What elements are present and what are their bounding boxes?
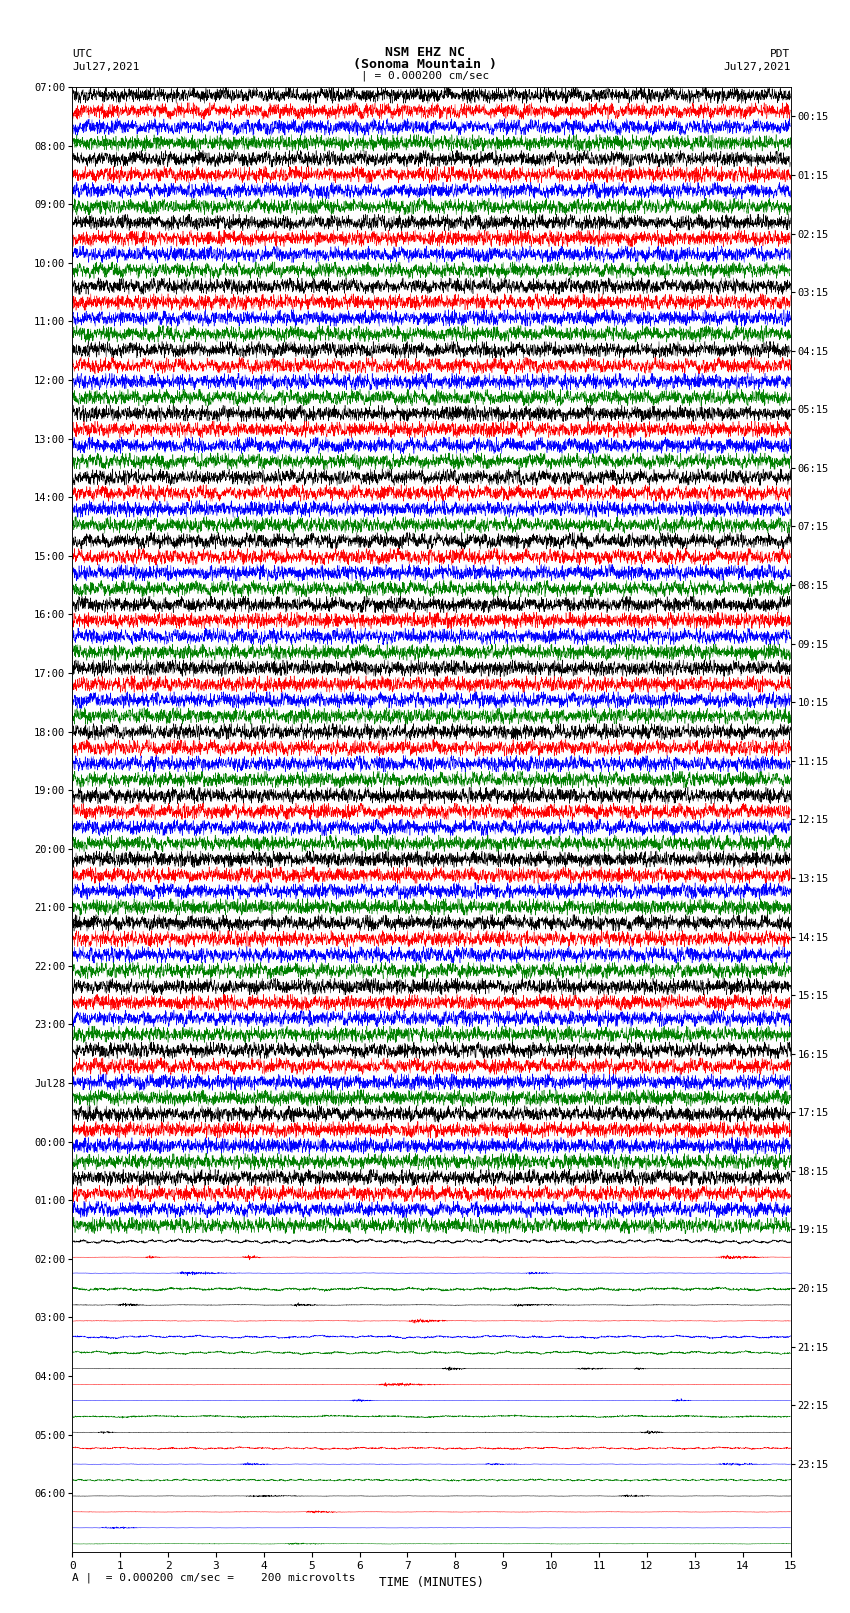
X-axis label: TIME (MINUTES): TIME (MINUTES)	[379, 1576, 484, 1589]
Text: | = 0.000200 cm/sec: | = 0.000200 cm/sec	[361, 71, 489, 82]
Text: Jul27,2021: Jul27,2021	[723, 61, 791, 71]
Text: UTC: UTC	[72, 48, 93, 58]
Text: NSM EHZ NC: NSM EHZ NC	[385, 45, 465, 58]
Text: (Sonoma Mountain ): (Sonoma Mountain )	[353, 58, 497, 71]
Text: Jul27,2021: Jul27,2021	[72, 61, 139, 71]
Text: A |  = 0.000200 cm/sec =    200 microvolts: A | = 0.000200 cm/sec = 200 microvolts	[72, 1573, 356, 1582]
Text: PDT: PDT	[770, 48, 790, 58]
